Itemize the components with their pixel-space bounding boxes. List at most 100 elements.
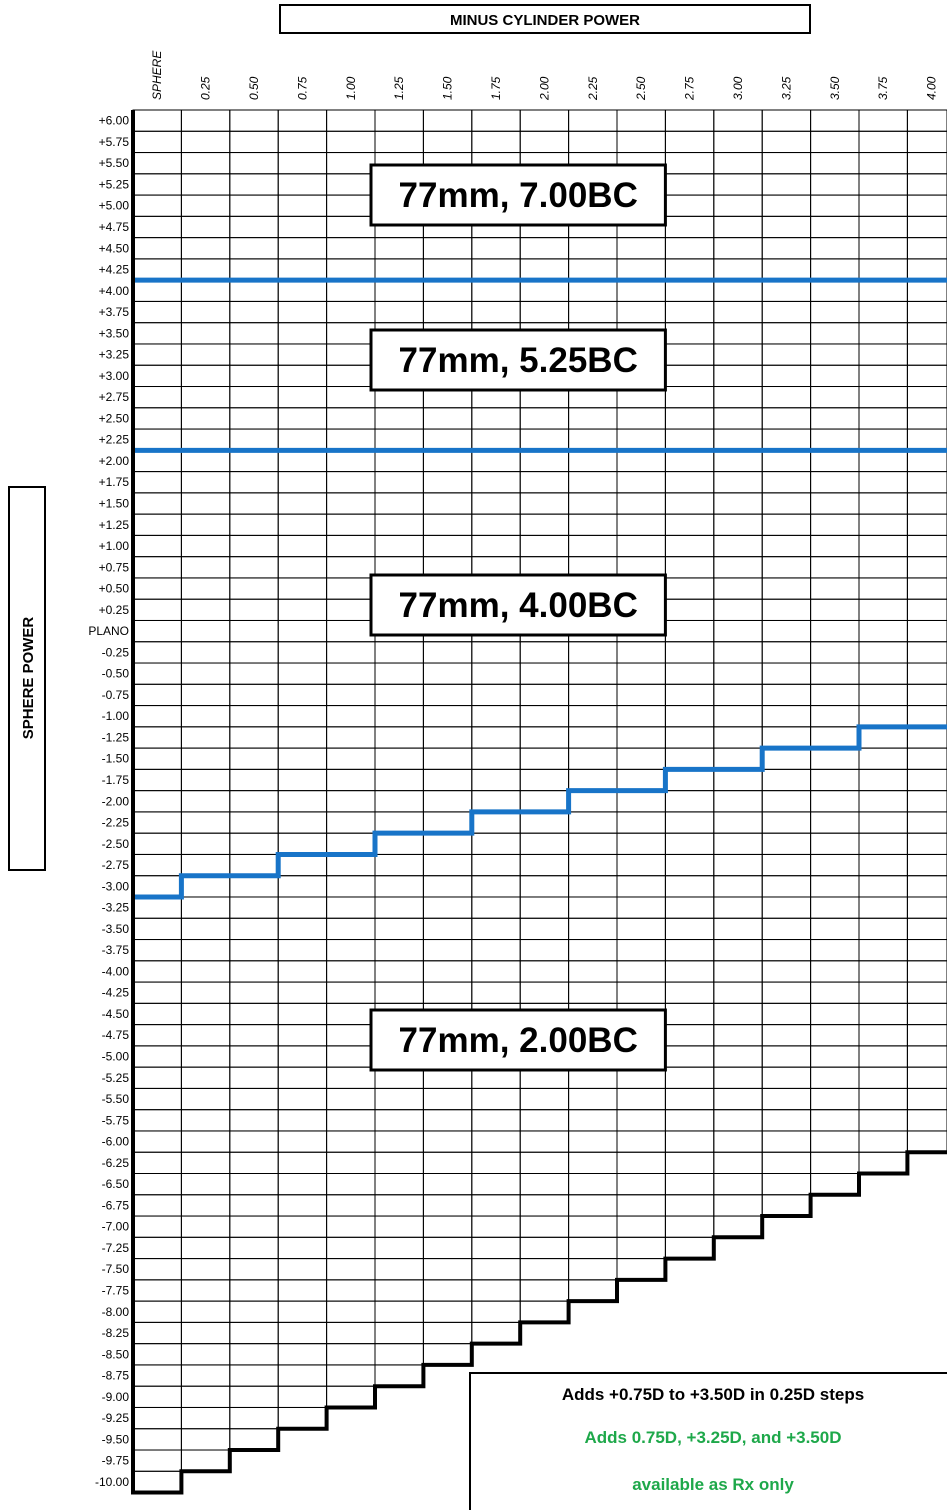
grid-cell (761, 832, 812, 855)
grid-cell (810, 300, 860, 324)
column-tick-label: 2.50 (634, 76, 648, 101)
grid-cell (422, 832, 473, 855)
grid-cell (568, 428, 618, 451)
grid-cell (374, 1321, 424, 1345)
grid-cell (858, 598, 908, 621)
grid-cell (326, 577, 376, 600)
grid-cell (858, 705, 908, 728)
grid-cell (326, 279, 376, 302)
grid-cell (810, 641, 860, 664)
zone-label-box (369, 328, 667, 392)
grid-cell (277, 492, 328, 515)
grid-cell (422, 683, 473, 707)
grid-cell (810, 960, 860, 983)
column-tick-label: 4.00 (925, 76, 939, 100)
grid-cell (713, 1215, 763, 1238)
grid-cell (713, 428, 763, 451)
grid-cell (229, 768, 279, 792)
grid-cell (761, 875, 812, 898)
grid-cell (713, 1045, 763, 1068)
grid-cell (858, 449, 908, 473)
grid-cell (277, 1194, 328, 1217)
grid-cell (568, 1236, 618, 1260)
grid-cell (374, 1173, 424, 1196)
grid-cell (132, 875, 182, 898)
grid-cell (326, 768, 376, 792)
grid-cell (374, 832, 424, 855)
grid-cell (713, 1194, 763, 1217)
grid-cell (180, 1364, 231, 1387)
grid-cell (810, 109, 860, 132)
grid-cell (229, 1151, 279, 1174)
grid-cell (616, 109, 666, 132)
grid-cell (229, 449, 279, 473)
grid-cell (810, 1130, 860, 1153)
grid-cell (616, 683, 666, 707)
grid-cell (713, 726, 763, 749)
grid-cell (180, 1449, 231, 1472)
notes-line-3: available as Rx only (632, 1475, 794, 1494)
grid-cell (810, 279, 860, 302)
grid-cell (664, 939, 715, 962)
column-tick-label: 0.25 (199, 76, 213, 100)
grid-cell (810, 1109, 860, 1132)
grid-cell (229, 790, 279, 813)
grid-cell (422, 1236, 473, 1260)
grid-cell (810, 790, 860, 813)
column-header-frame (279, 4, 811, 34)
grid-cell (132, 1343, 182, 1366)
grid-cell (568, 300, 618, 324)
grid-cell (326, 1109, 376, 1132)
grid-cell (471, 662, 521, 685)
column-tick-label: 3.50 (828, 76, 842, 100)
grid-cell (277, 726, 328, 749)
grid-cell (277, 471, 328, 494)
grid-cell (858, 471, 908, 494)
grid-cell (471, 1151, 521, 1174)
grid-cell (906, 364, 947, 388)
grid-cell (132, 853, 182, 877)
grid-cell (326, 258, 376, 281)
grid-cell (422, 641, 473, 664)
grid-cell (810, 598, 860, 621)
grid-cell (422, 513, 473, 536)
grid-cell (132, 109, 182, 132)
grid-cell (326, 1194, 376, 1217)
grid-cell (713, 577, 763, 600)
grid-cell (568, 279, 618, 302)
grid-cell (326, 726, 376, 749)
grid-cell (326, 1024, 376, 1047)
grid-cell (519, 641, 570, 664)
grid-cell (326, 917, 376, 941)
grid-cell (713, 662, 763, 685)
grid-cell (906, 577, 947, 600)
grid-cell (326, 1066, 376, 1089)
grid-cell (519, 1130, 570, 1153)
grid-cell (229, 173, 279, 196)
grid-cell (664, 1066, 715, 1089)
grid-cell (180, 726, 231, 749)
grid-cell (132, 343, 182, 366)
grid-cell (132, 917, 182, 941)
grid-cell (713, 683, 763, 707)
grid-cell (616, 705, 666, 728)
row-tick-label: -8.00 (102, 1305, 130, 1319)
grid-cell (277, 279, 328, 302)
grid-cell (761, 811, 812, 834)
grid-cell (664, 577, 715, 600)
row-tick-label: -4.25 (102, 986, 130, 1000)
grid-cell (616, 1236, 666, 1260)
grid-cell (519, 875, 570, 898)
row-tick-label: -7.00 (102, 1220, 130, 1234)
grid-cell (277, 1406, 328, 1430)
grid-cell (568, 1151, 618, 1174)
grid-cell (761, 492, 812, 515)
grid-cell (713, 619, 763, 643)
grid-cell (132, 130, 182, 154)
row-tick-label: +2.75 (99, 390, 130, 404)
zone-label-text: 77mm, 4.00BC (399, 586, 638, 625)
grid-cell (277, 407, 328, 430)
grid-cell (568, 534, 618, 558)
grid-cell (761, 577, 812, 600)
grid-cell (229, 1236, 279, 1260)
